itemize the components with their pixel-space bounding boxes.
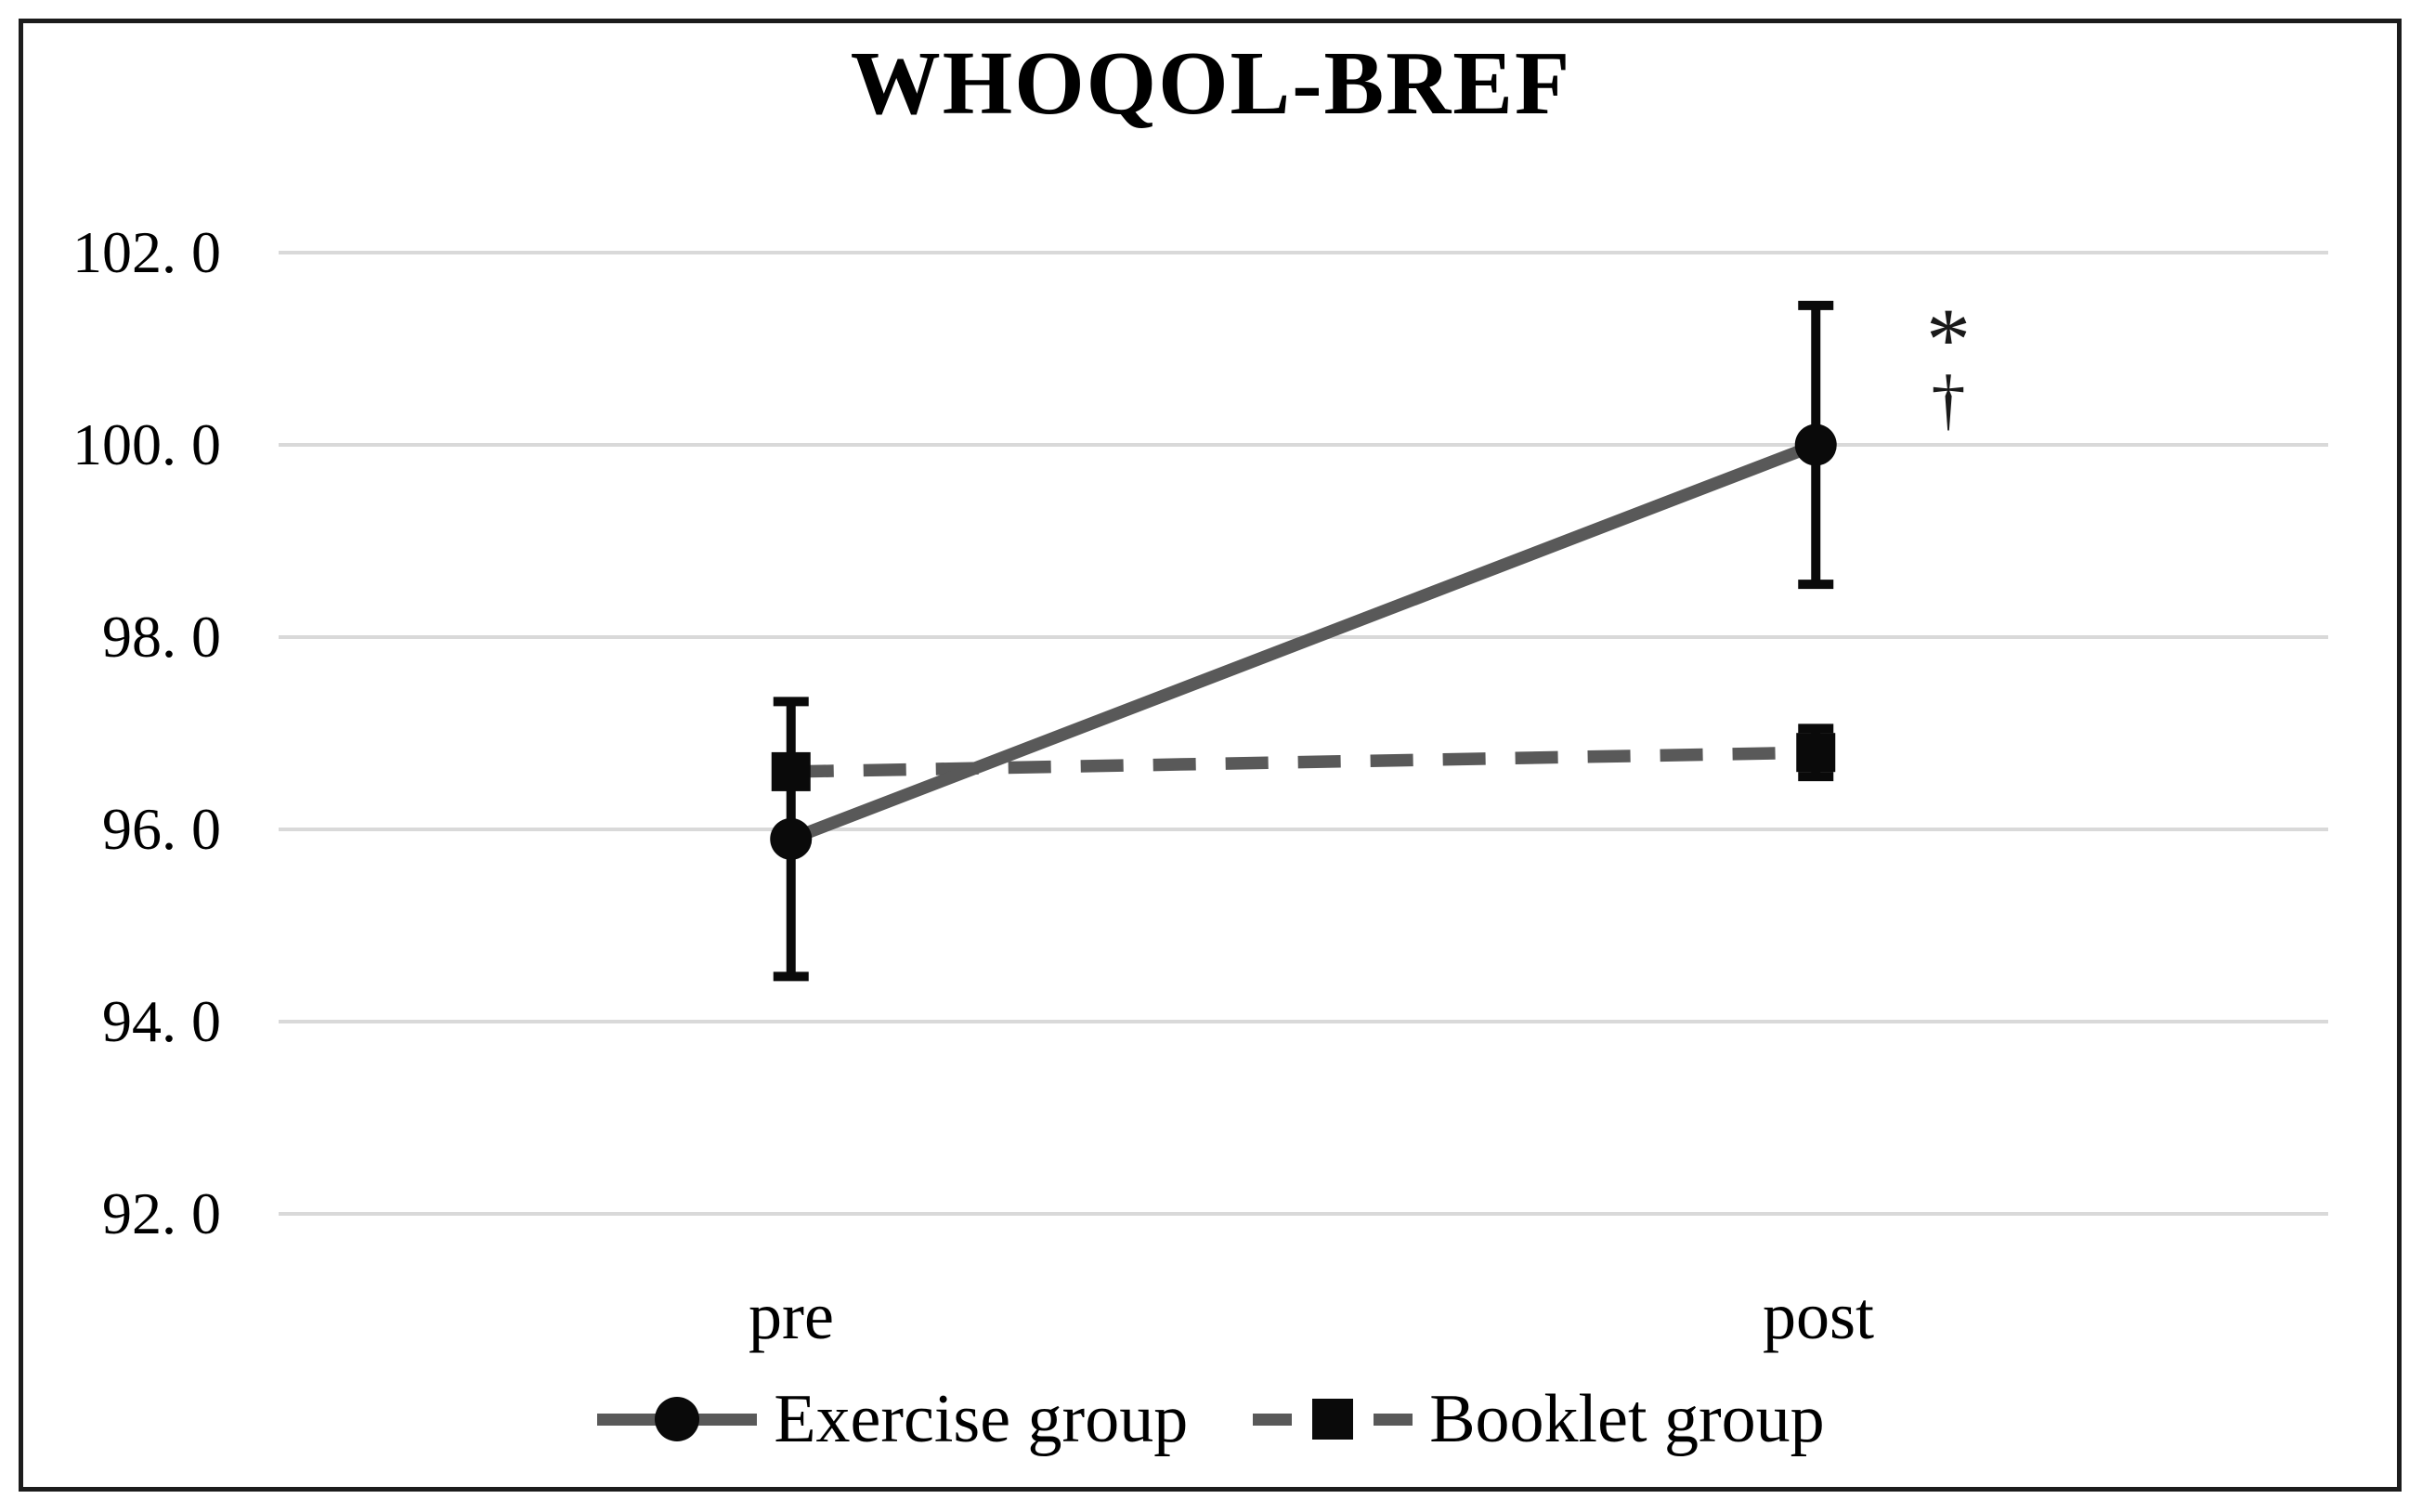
legend-label-booklet-group: Booklet group: [1429, 1381, 1825, 1457]
legend-item-exercise-group: Exercise group: [597, 1382, 1188, 1456]
y-axis-tick-label: 102. 0: [72, 219, 221, 285]
legend-label-exercise-group: Exercise group: [774, 1381, 1189, 1457]
x-axis-label-post: post: [1762, 1279, 1875, 1353]
y-axis-tick-label: 92. 0: [102, 1180, 221, 1246]
marker-square-booklet-group-pre: [771, 751, 811, 791]
series-line-exercise-group: [788, 438, 1818, 845]
y-axis-tick-label: 98. 0: [102, 604, 221, 670]
legend-dash: [1253, 1414, 1293, 1426]
x-axis-label-pre: pre: [749, 1279, 834, 1353]
figure-border: [19, 19, 2402, 1492]
square-marker-icon: [1312, 1399, 1354, 1440]
series-line-booklet-group: [790, 746, 1816, 778]
y-axis-tick-label: 96. 0: [102, 796, 221, 862]
legend-dash: [1374, 1414, 1413, 1426]
solid-line-circle-marker-icon: [597, 1396, 758, 1442]
legend: Exercise group Booklet group: [0, 1382, 2422, 1456]
marker-square-booklet-group-post: [1796, 733, 1836, 773]
chart-title: WHOQOL-BREF: [850, 33, 1572, 133]
y-axis-tick-label: 94. 0: [102, 988, 221, 1054]
legend-item-booklet-group: Booklet group: [1253, 1381, 1825, 1457]
dashed-line-square-marker-icon: [1253, 1396, 1413, 1442]
marker-circle-exercise-group-pre: [770, 817, 813, 860]
significance-asterisk: *: [1926, 290, 1971, 389]
y-axis-tick-label: 100. 0: [72, 411, 221, 477]
significance-dagger: †: [1931, 362, 1966, 438]
marker-circle-exercise-group-post: [1794, 424, 1837, 466]
circle-marker-icon: [655, 1397, 700, 1441]
